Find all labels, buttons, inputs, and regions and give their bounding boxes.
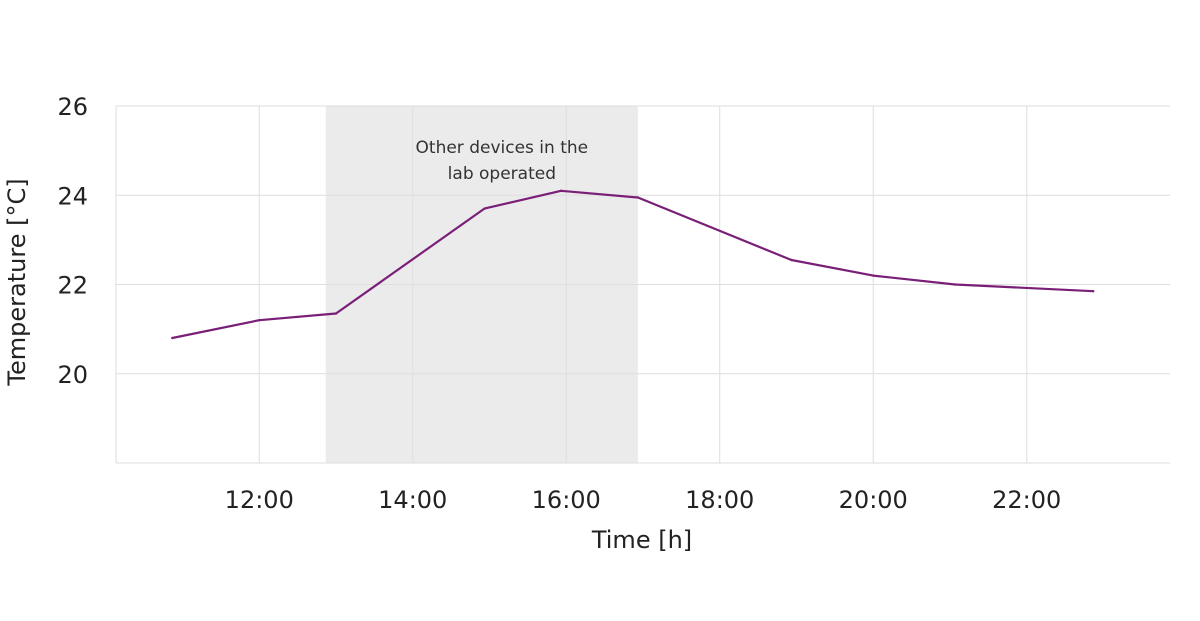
temperature-series-line bbox=[172, 189, 1094, 340]
y-tick-label: 20 bbox=[57, 361, 88, 389]
data-point-9 bbox=[1092, 289, 1095, 293]
data-point-2 bbox=[334, 312, 338, 315]
y-axis-title: Temperature [°C] bbox=[3, 178, 31, 386]
data-point-5 bbox=[636, 196, 640, 199]
series-points bbox=[171, 189, 1095, 340]
x-tick-label: 22:00 bbox=[992, 486, 1061, 514]
x-tick-label: 16:00 bbox=[532, 486, 601, 514]
data-point-4 bbox=[559, 189, 563, 192]
y-tick-label: 22 bbox=[57, 272, 88, 300]
y-tick-label: 26 bbox=[57, 93, 88, 121]
x-tick-label: 14:00 bbox=[378, 486, 447, 514]
data-point-1 bbox=[258, 319, 261, 322]
data-point-0 bbox=[171, 336, 174, 340]
annotation-line-1: Other devices in the bbox=[416, 138, 589, 158]
data-point-7 bbox=[872, 274, 875, 277]
x-axis-title: Time [h] bbox=[591, 526, 692, 554]
x-tick-label: 20:00 bbox=[839, 486, 908, 514]
x-tick-label: 12:00 bbox=[225, 486, 294, 514]
data-point-6 bbox=[790, 258, 793, 262]
y-axis-ticks: 20 22 24 26 bbox=[57, 93, 88, 389]
grid bbox=[115, 105, 1170, 464]
x-axis-ticks: 12:00 14:00 16:00 18:00 20:00 22:00 bbox=[225, 486, 1062, 514]
data-point-3 bbox=[483, 207, 486, 210]
data-point-8 bbox=[953, 283, 957, 286]
y-tick-label: 24 bbox=[57, 182, 88, 210]
x-tick-label: 18:00 bbox=[685, 486, 754, 514]
annotation-line-2: lab operated bbox=[448, 164, 556, 184]
